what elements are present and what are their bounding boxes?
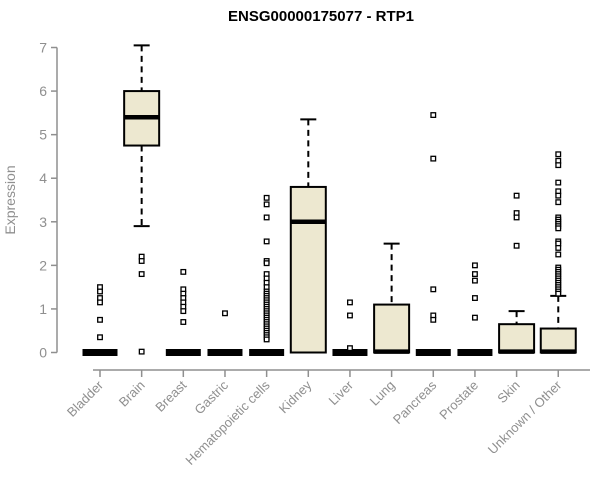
outlier-point (555, 251, 562, 258)
y-tick-label: 0 (39, 345, 47, 361)
outlier-point (180, 268, 187, 275)
x-tick-label-lung: Lung (367, 378, 398, 409)
outlier-point (513, 242, 520, 249)
outlier-point (513, 214, 520, 221)
flat-box (165, 349, 201, 356)
outlier-point (347, 312, 353, 319)
boxplot-pancreas (415, 112, 451, 356)
outlier-point (138, 348, 145, 355)
outlier-point (222, 310, 228, 317)
boxplot-lung (373, 242, 411, 354)
outlier-point (138, 258, 145, 264)
x-tick-label-bladder: Bladder (64, 377, 107, 420)
y-tick-label: 7 (39, 40, 47, 56)
outlier-point (180, 308, 187, 315)
boxplot-breast (165, 268, 201, 356)
boxplot-skin (498, 192, 536, 354)
outlier-point (555, 199, 562, 206)
outlier-point (97, 316, 103, 323)
outlier-point (513, 192, 520, 199)
x-tick-label-kidney: Kidney (276, 377, 315, 416)
y-tick-label: 4 (39, 170, 47, 186)
outlier-point (138, 271, 145, 278)
outlier-point (263, 260, 270, 267)
outlier-point (555, 192, 562, 199)
y-tick-label: 1 (39, 301, 47, 317)
outlier-point (430, 155, 437, 162)
iqr-box (498, 323, 536, 354)
outlier-point (180, 319, 187, 325)
x-tick-label-gastric: Gastric (191, 377, 231, 417)
boxplot-kidney (289, 118, 327, 354)
boxplot-hematopoietic-cells (249, 194, 285, 356)
outlier-point (555, 244, 562, 251)
outlier-point (263, 238, 270, 245)
outlier-point (430, 286, 437, 293)
outlier-point (97, 288, 103, 295)
x-tick-label-pancreas: Pancreas (390, 377, 440, 427)
outlier-point (471, 314, 478, 321)
iqr-box (373, 303, 411, 354)
y-tick-label: 5 (39, 127, 47, 143)
boxplot-brain (123, 44, 161, 355)
x-tick-label-prostate: Prostate (436, 378, 481, 423)
boxplot-unknown-other (539, 151, 577, 354)
y-axis-title: Expression (2, 165, 18, 234)
flat-box (249, 349, 285, 356)
x-tick-label-brain: Brain (116, 378, 148, 410)
outlier-point (263, 336, 270, 343)
outlier-point (471, 271, 478, 278)
outlier-point (555, 162, 562, 169)
boxplot-gastric (207, 310, 243, 356)
outlier-point (430, 316, 437, 323)
outlier-point (471, 262, 478, 269)
outlier-point (263, 201, 270, 208)
flat-box (415, 349, 451, 356)
boxplot-liver (332, 299, 368, 356)
x-tick-label-liver: Liver (326, 377, 357, 408)
x-tick-label-breast: Breast (152, 377, 189, 414)
flat-box (332, 349, 368, 356)
x-tick-label-skin: Skin (494, 378, 522, 406)
y-tick-label: 6 (39, 83, 47, 99)
x-tick-label-unknown-other: Unknown / Other (485, 377, 565, 457)
boxplot-bladder (82, 284, 118, 356)
outlier-point (471, 295, 478, 301)
outlier-point (555, 179, 562, 186)
flat-box (457, 349, 493, 356)
outlier-point (263, 194, 270, 201)
outlier-point (555, 290, 562, 297)
outlier-point (97, 334, 103, 341)
outlier-point (471, 277, 478, 284)
y-axis: 0 1 2 3 4 5 6 7 (39, 40, 58, 361)
outlier-point (263, 214, 270, 221)
boxplot-prostate (457, 262, 493, 356)
outlier-point (347, 345, 353, 352)
outlier-point (555, 151, 562, 158)
y-tick-label: 3 (39, 214, 47, 230)
outlier-point (555, 225, 562, 232)
chart-title: ENSG00000175077 - RTP1 (228, 8, 414, 25)
iqr-box (289, 185, 327, 354)
outlier-point (430, 112, 437, 118)
outlier-point (347, 299, 353, 306)
flat-box (207, 349, 243, 356)
iqr-box (539, 327, 577, 354)
flat-box (82, 349, 118, 356)
y-tick-label: 2 (39, 257, 47, 273)
outlier-point (97, 299, 103, 306)
